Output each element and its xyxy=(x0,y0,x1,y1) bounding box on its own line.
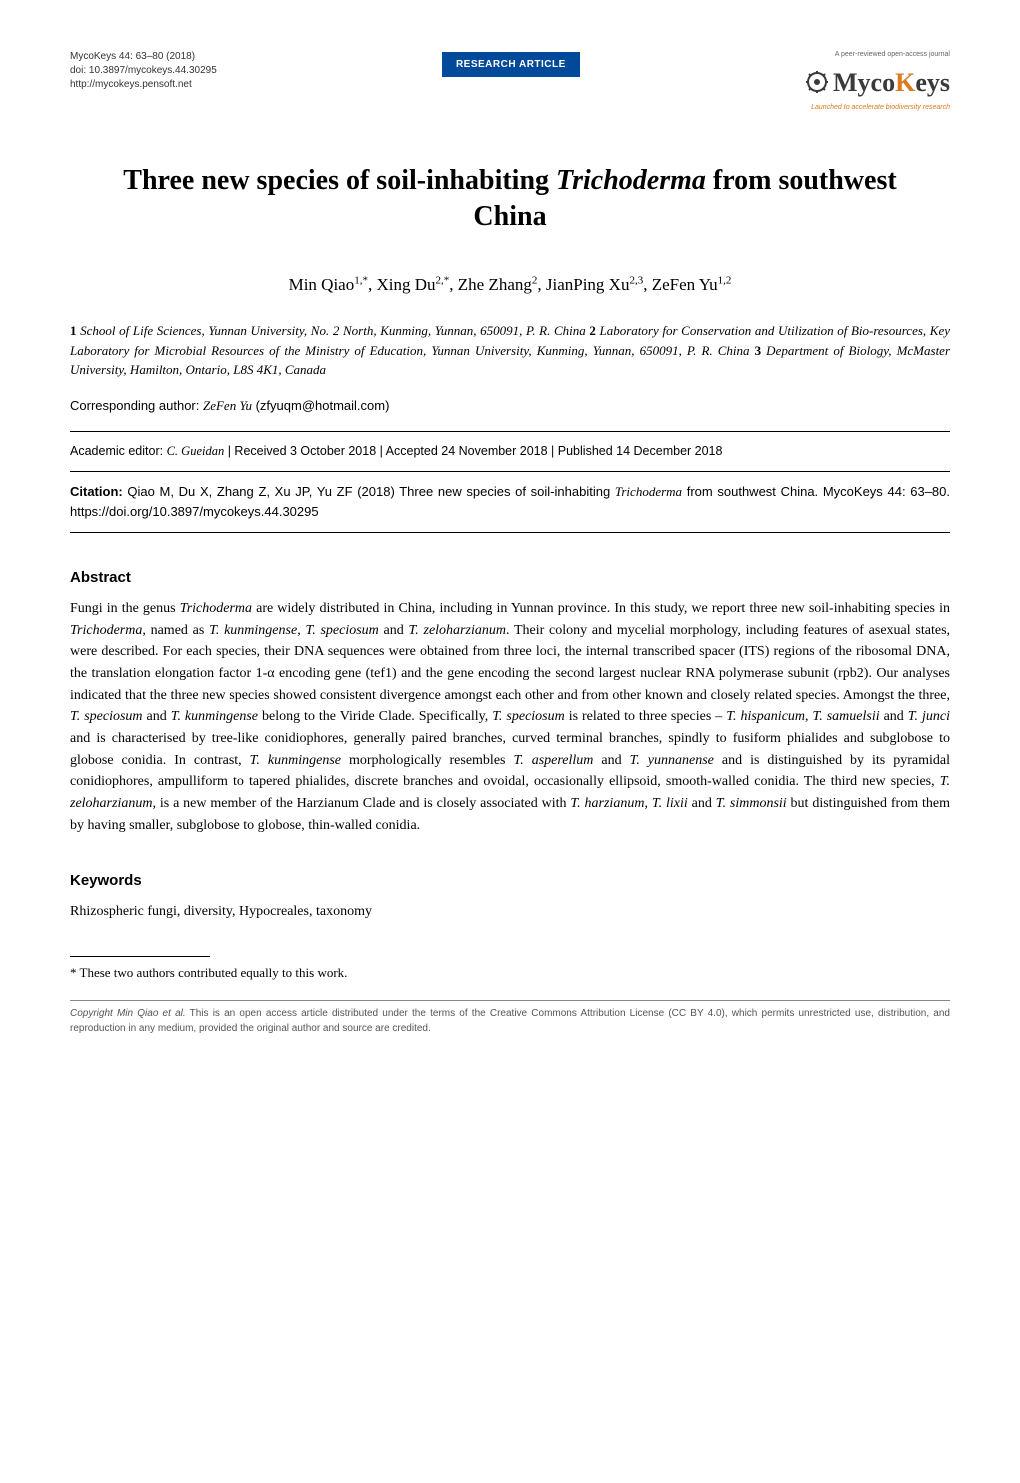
header-row: MycoKeys 44: 63–80 (2018) doi: 10.3897/m… xyxy=(70,50,950,113)
editor-label: Academic editor: xyxy=(70,444,167,458)
abs-t: and xyxy=(379,623,409,638)
journal-subtitle: Launched to accelerate biodiversity rese… xyxy=(811,103,950,114)
license-copyright: Copyright Min Qiao et al. xyxy=(70,1008,186,1019)
abs-t: and xyxy=(143,709,171,724)
keywords-body: Rhizospheric fungi, diversity, Hypocreal… xyxy=(70,901,950,922)
author-2: , Xing Du xyxy=(368,275,436,294)
journal-logo: MycoKeys xyxy=(805,63,950,102)
license: Copyright Min Qiao et al. This is an ope… xyxy=(70,1007,950,1036)
abs-t: and xyxy=(688,796,716,811)
abs-g: T. lixii xyxy=(652,796,688,811)
citation-block: Citation: Qiao M, Du X, Zhang Z, Xu JP, … xyxy=(70,472,950,532)
citation-line: MycoKeys 44: 63–80 (2018) xyxy=(70,50,217,64)
journal-name-pre: Myco xyxy=(833,68,895,97)
url-line: http://mycokeys.pensoft.net xyxy=(70,78,217,92)
abs-g: T. kunmingense xyxy=(171,709,258,724)
divider xyxy=(70,532,950,533)
research-article-badge: RESEARCH ARTICLE xyxy=(442,52,580,77)
abs-t: morphologically resembles xyxy=(341,753,513,768)
author-1-sup: 1,* xyxy=(354,274,368,286)
abs-t: , is a new member of the Harzianum Clade… xyxy=(152,796,570,811)
footnote: * These two authors contributed equally … xyxy=(70,963,950,983)
footnote-divider xyxy=(70,956,210,957)
meta-block: MycoKeys 44: 63–80 (2018) doi: 10.3897/m… xyxy=(70,50,217,92)
author-5: , ZeFen Yu xyxy=(643,275,717,294)
corresponding-name: ZeFen Yu xyxy=(203,398,252,413)
footnote-text: These two authors contributed equally to… xyxy=(77,965,348,980)
abs-g: T. simmonsii xyxy=(716,796,787,811)
journal-name-k: K xyxy=(895,68,915,97)
abs-t: are widely distributed in China, includi… xyxy=(252,601,950,616)
abs-t: , named as xyxy=(142,623,209,638)
abs-t: Fungi in the genus xyxy=(70,601,180,616)
editor-row: Academic editor: C. Gueidan | Received 3… xyxy=(70,432,950,471)
abs-g: T. hispanicum xyxy=(726,709,805,724)
journal-tagline: A peer-reviewed open-access journal xyxy=(835,50,950,61)
abs-g: Trichoderma xyxy=(70,623,142,638)
abs-g: T. kunmingense xyxy=(209,623,297,638)
journal-name-post: eys xyxy=(915,68,950,97)
abs-t: , xyxy=(805,709,812,724)
journal-name: MycoKeys xyxy=(833,63,950,102)
abs-g: T. speciosum xyxy=(492,709,565,724)
license-text: This is an open access article distribut… xyxy=(70,1008,950,1034)
author-2-sup: 2,* xyxy=(436,274,450,286)
doi-line: doi: 10.3897/mycokeys.44.30295 xyxy=(70,64,217,78)
abs-g: T. yunnanense xyxy=(630,753,714,768)
article-title: Three new species of soil-inhabiting Tri… xyxy=(100,163,920,236)
abs-g: T. speciosum xyxy=(70,709,143,724)
corresponding-author: Corresponding author: ZeFen Yu (zfyuqm@h… xyxy=(70,396,950,416)
abs-t: and xyxy=(880,709,908,724)
author-4: , JianPing Xu xyxy=(537,275,629,294)
abs-t: and xyxy=(593,753,629,768)
abs-g: T. junci xyxy=(908,709,950,724)
editor-name: C. Gueidan xyxy=(167,444,225,458)
abs-t: , xyxy=(644,796,651,811)
author-4-sup: 2,3 xyxy=(629,274,643,286)
author-5-sup: 1,2 xyxy=(718,274,732,286)
abs-t: is related to three species – xyxy=(565,709,727,724)
abs-g: T. speciosum xyxy=(305,623,378,638)
abs-g: T. harzianum xyxy=(570,796,644,811)
journal-block: A peer-reviewed open-access journal Myco… xyxy=(805,50,950,113)
abstract-heading: Abstract xyxy=(70,567,950,590)
citation-genus: Trichoderma xyxy=(615,484,682,499)
abstract-body: Fungi in the genus Trichoderma are widel… xyxy=(70,598,950,837)
authors: Min Qiao1,*, Xing Du2,*, Zhe Zhang2, Jia… xyxy=(70,272,950,298)
abs-g: T. kunmingense xyxy=(250,753,341,768)
affiliations: 1 School of Life Sciences, Yunnan Univer… xyxy=(70,321,950,380)
abs-t: belong to the Viride Clade. Specifically… xyxy=(258,709,492,724)
abs-g: T. zeloharzianum xyxy=(409,623,506,638)
corresponding-label: Corresponding author: xyxy=(70,398,203,413)
author-1: Min Qiao xyxy=(289,275,355,294)
abs-g: T. samuelsii xyxy=(813,709,880,724)
citation-label: Citation: xyxy=(70,484,123,499)
abs-g: T. asperellum xyxy=(513,753,593,768)
citation-pre: Qiao M, Du X, Zhang Z, Xu JP, Yu ZF (201… xyxy=(123,484,615,499)
editor-dates: | Received 3 October 2018 | Accepted 24 … xyxy=(224,444,722,458)
affil-1: School of Life Sciences, Yunnan Universi… xyxy=(77,323,590,338)
title-genus: Trichoderma xyxy=(556,165,706,196)
abs-g: Trichoderma xyxy=(180,601,252,616)
gear-icon xyxy=(805,70,829,94)
license-divider xyxy=(70,1000,950,1001)
author-3: , Zhe Zhang xyxy=(449,275,532,294)
corresponding-email: (zfyuqm@hotmail.com) xyxy=(252,398,389,413)
keywords-heading: Keywords xyxy=(70,870,950,893)
title-pre: Three new species of soil-inhabiting xyxy=(123,165,556,196)
